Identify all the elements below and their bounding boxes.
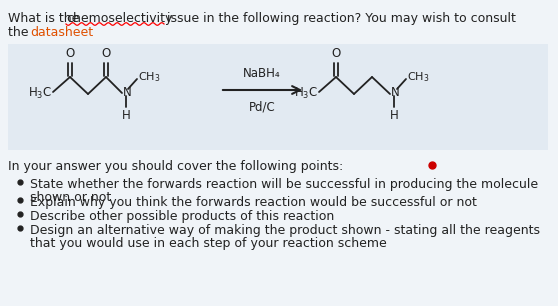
Text: State whether the forwards reaction will be successful in producing the molecule: State whether the forwards reaction will… xyxy=(30,178,538,191)
Text: shown or not: shown or not xyxy=(30,191,111,204)
FancyBboxPatch shape xyxy=(8,44,548,150)
Text: Explain why you think the forwards reaction would be successful or not: Explain why you think the forwards react… xyxy=(30,196,477,209)
Text: N: N xyxy=(123,85,132,99)
Text: CH$_3$: CH$_3$ xyxy=(138,70,161,84)
Text: Describe other possible products of this reaction: Describe other possible products of this… xyxy=(30,210,334,223)
Text: H: H xyxy=(122,109,131,122)
Text: Pd/C: Pd/C xyxy=(249,101,276,114)
Text: In your answer you should cover the following points:: In your answer you should cover the foll… xyxy=(8,160,343,173)
Text: O: O xyxy=(65,47,75,60)
Text: that you would use in each step of your reaction scheme: that you would use in each step of your … xyxy=(30,237,387,250)
Text: N: N xyxy=(391,85,400,99)
Text: CH$_3$: CH$_3$ xyxy=(407,70,430,84)
Text: Design an alternative way of making the product shown - stating all the reagents: Design an alternative way of making the … xyxy=(30,224,540,237)
Text: NaBH₄: NaBH₄ xyxy=(243,67,281,80)
Text: chemoselectivity: chemoselectivity xyxy=(66,12,172,25)
Text: O: O xyxy=(331,47,340,60)
Text: O: O xyxy=(102,47,110,60)
Text: H$_3$C: H$_3$C xyxy=(28,85,52,101)
Text: the: the xyxy=(8,26,32,39)
Text: H: H xyxy=(389,109,398,122)
Text: issue in the following reaction? You may wish to consult: issue in the following reaction? You may… xyxy=(163,12,516,25)
Text: H$_3$C: H$_3$C xyxy=(294,85,318,101)
Text: What is the: What is the xyxy=(8,12,83,25)
Text: datasheet: datasheet xyxy=(30,26,93,39)
